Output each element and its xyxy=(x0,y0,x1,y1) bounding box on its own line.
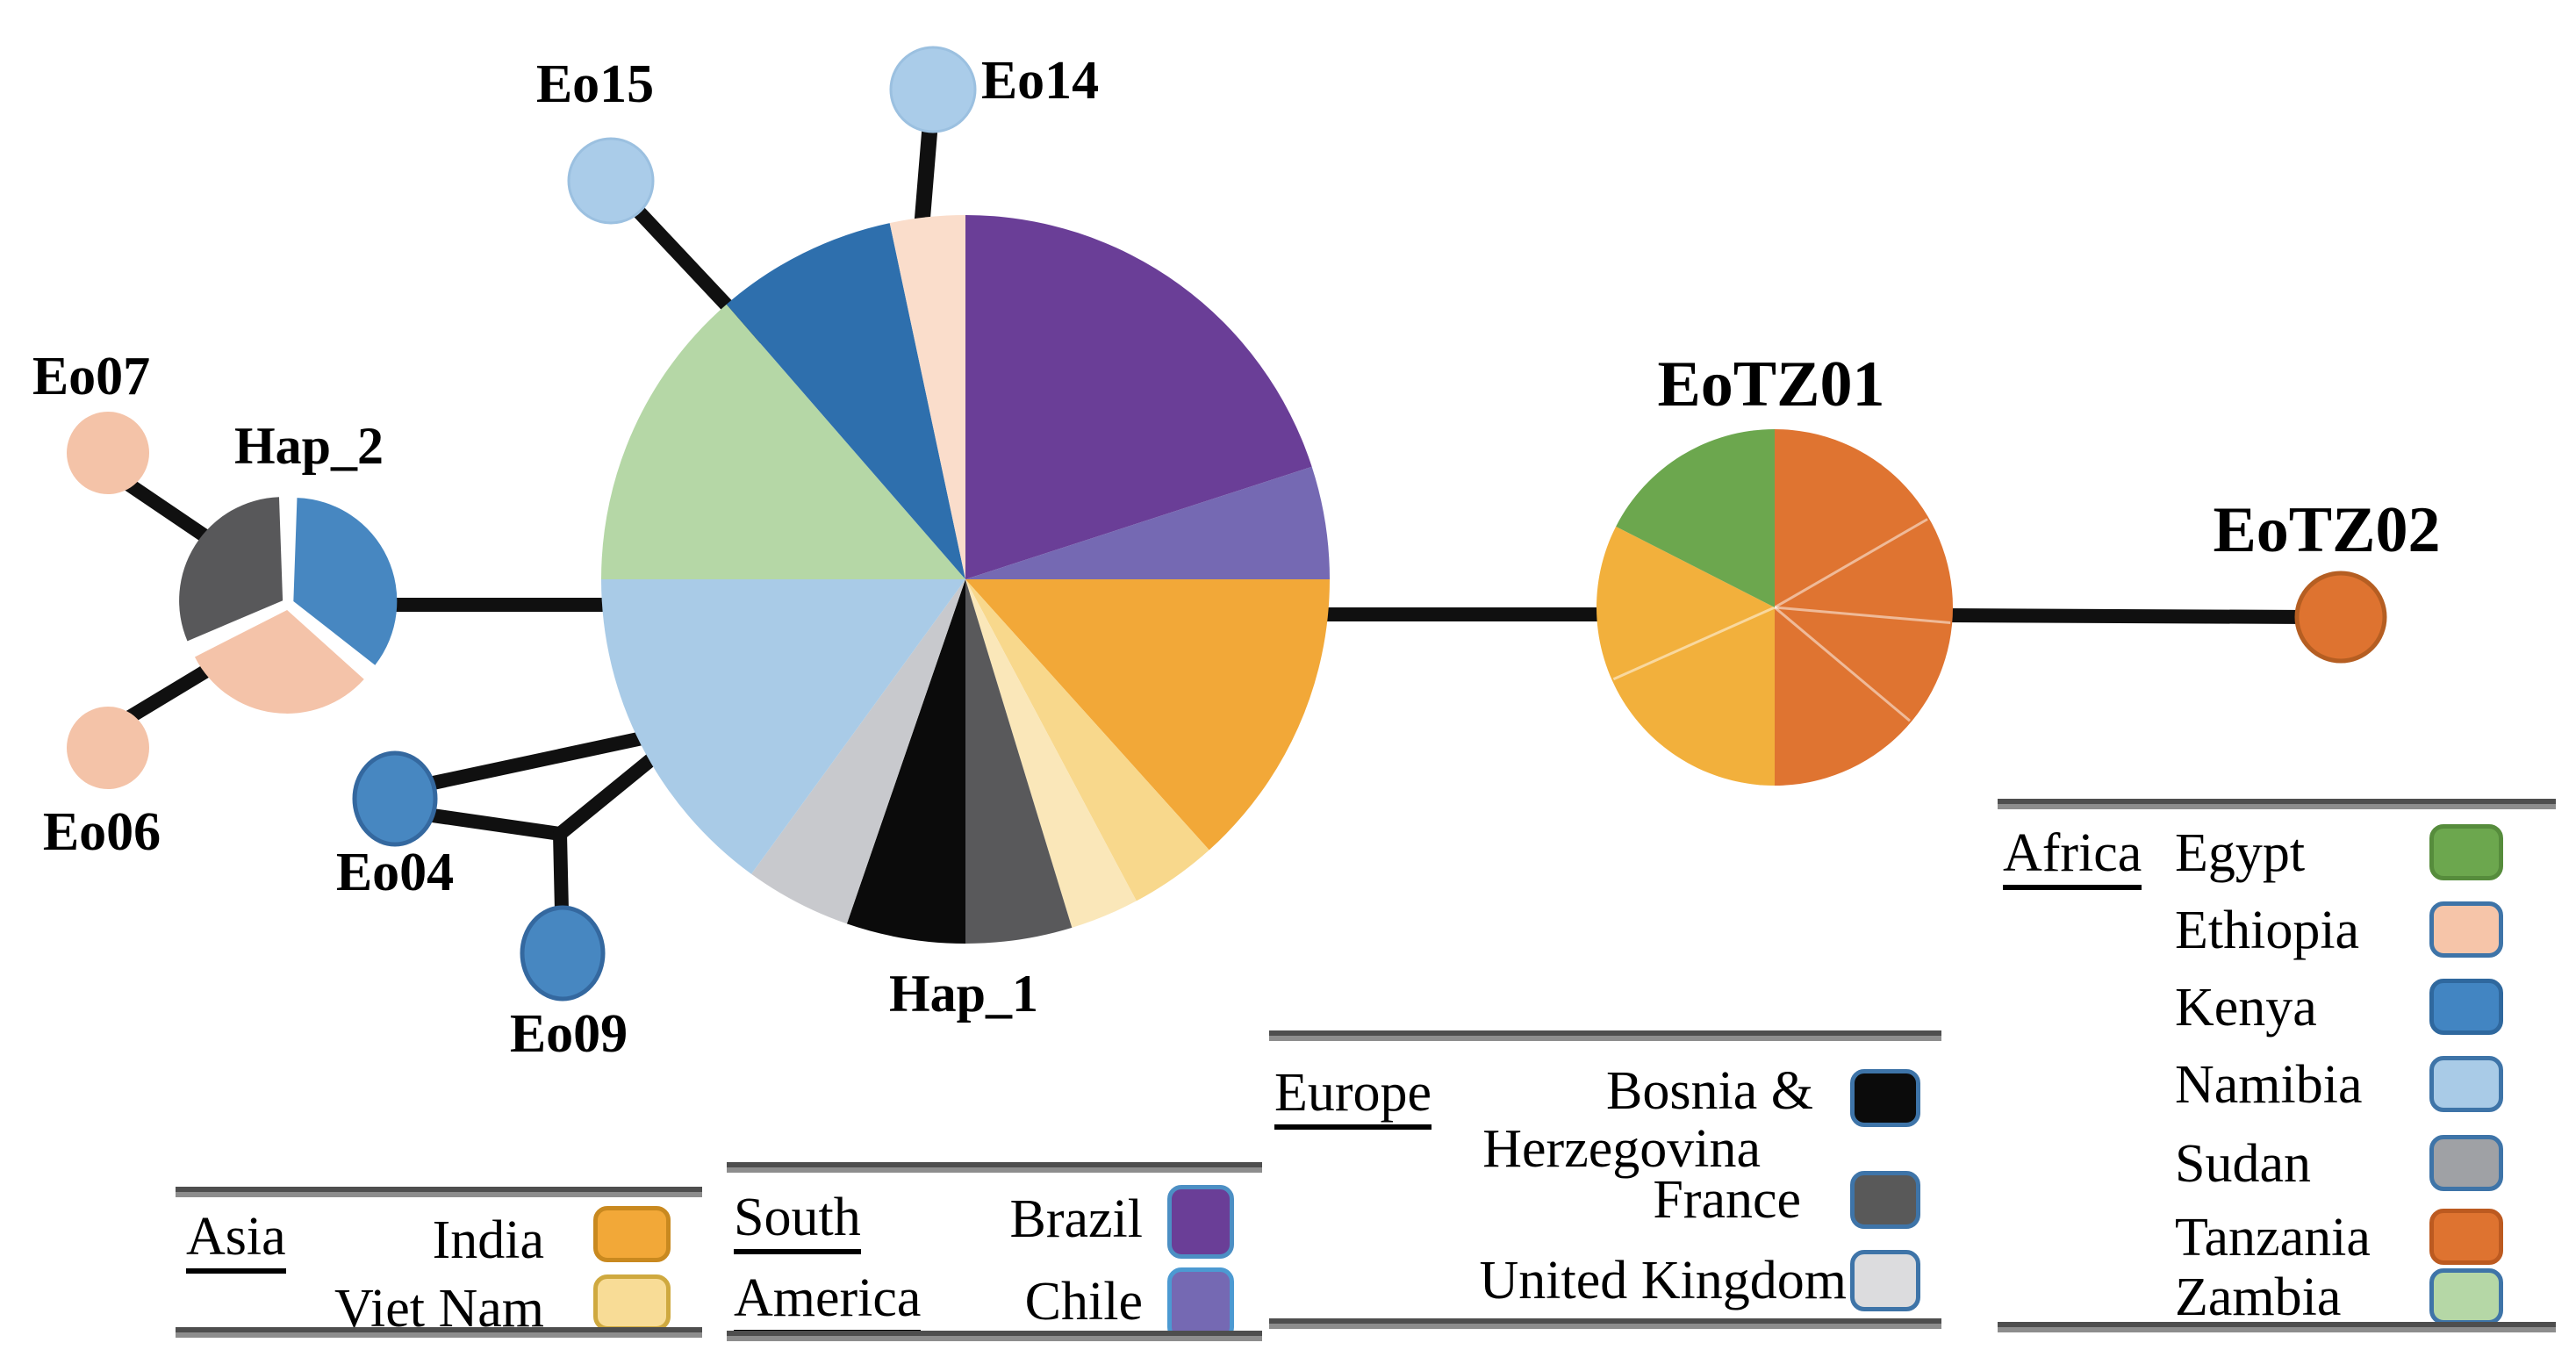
legend-swatch-namibia xyxy=(2429,1056,2503,1112)
node-circle-Eo09-kenya xyxy=(520,905,606,1002)
legend-label-tanzania: Tanzania xyxy=(2175,1208,2371,1267)
legend-label-viet-nam: Viet Nam xyxy=(334,1279,544,1339)
pie-slice-EoTZ01-tanzania xyxy=(1775,429,1953,786)
pie-slice-divider xyxy=(1774,518,1928,609)
node-label-Eo06: Eo06 xyxy=(43,802,161,862)
south-america-legend-top-rule xyxy=(727,1162,1262,1173)
node-circle-Eo04-kenya xyxy=(352,750,438,847)
node-label-Eo04: Eo04 xyxy=(336,843,454,902)
pie-slice-Hap_1-chile xyxy=(965,466,1330,579)
legend-swatch-france xyxy=(1850,1171,1920,1229)
south-america-legend-title-line1: South xyxy=(734,1190,861,1254)
legend-label-brazil: Brazil xyxy=(1009,1189,1144,1249)
europe-legend-bottom-rule xyxy=(1269,1318,1941,1329)
pie-slice-divider xyxy=(1612,606,1776,681)
node-label-Eo15: Eo15 xyxy=(536,54,654,114)
legend-label-united-kingdom: United Kingdom xyxy=(1479,1251,1847,1310)
node-EoTZ01 xyxy=(1596,429,1953,786)
legend-swatch-sudan xyxy=(2429,1135,2503,1191)
legend-swatch-united-kingdom xyxy=(1850,1250,1920,1311)
pie-slice-divider xyxy=(1774,606,1911,722)
legend-swatch-tanzania xyxy=(2429,1209,2503,1265)
europe-legend-title: Europe xyxy=(1274,1066,1432,1130)
pie-slice-Hap_1-viet-nam xyxy=(965,579,1209,901)
legend-label-namibia: Namibia xyxy=(2175,1055,2363,1115)
pie-slice-Hap_1-ethiopia xyxy=(889,215,965,579)
pie-slice-Hap_1-india xyxy=(965,579,1330,851)
pie-slice-Hap_1-zambia xyxy=(601,304,965,579)
legend-label-france: France xyxy=(1653,1170,1801,1230)
pie-slice-Hap_1-brazil xyxy=(965,215,1312,579)
legend-swatch-zambia xyxy=(2429,1268,2503,1325)
node-Eo09 xyxy=(520,905,606,1002)
europe-legend-top-rule xyxy=(1269,1030,1941,1041)
asia-legend-bottom-rule xyxy=(176,1327,702,1338)
node-EoTZ02 xyxy=(2294,571,2387,664)
asia-legend-top-rule xyxy=(176,1187,702,1197)
south-america-legend-bottom-rule xyxy=(727,1331,1262,1341)
node-Eo07 xyxy=(67,412,149,494)
node-Eo06 xyxy=(67,707,149,789)
node-label-Eo09: Eo09 xyxy=(510,1004,628,1064)
node-Hap_2 xyxy=(179,497,398,714)
africa-legend-title: Africa xyxy=(2003,826,2142,890)
legend-label-india: India xyxy=(432,1210,544,1270)
node-label-EoTZ01: EoTZ01 xyxy=(1657,348,1884,420)
africa-legend-bottom-rule xyxy=(1998,1322,2556,1332)
pie-slice-Hap_1-namibia xyxy=(601,579,965,874)
legend-swatch-egypt xyxy=(2429,824,2503,880)
pie-slice-Hap_2-ethiopia xyxy=(194,609,364,714)
node-circle-Eo14-namibia xyxy=(889,46,977,133)
node-circle-Eo07-ethiopia xyxy=(67,412,149,494)
node-circle-Eo15-namibia xyxy=(567,137,655,225)
node-Eo04 xyxy=(352,750,438,847)
legend-swatch-ethiopia xyxy=(2429,901,2503,958)
edge-EoTZ01-to-EoTZ02 xyxy=(1937,608,2317,624)
legend-swatch-viet-nam xyxy=(593,1274,671,1331)
africa-legend-top-rule xyxy=(1998,799,2556,809)
legend-label-sudan: Sudan xyxy=(2175,1134,2311,1194)
pie-slice-EoTZ01-egypt xyxy=(1616,429,1775,607)
legend-label-chile: Chile xyxy=(1024,1272,1143,1332)
legend-label-ethiopia: Ethiopia xyxy=(2175,901,2360,960)
legend-label-bosnia-line1: Bosnia & xyxy=(1606,1061,1813,1121)
pie-slice-Hap_2-kenya xyxy=(293,498,398,665)
legend-swatch-brazil xyxy=(1167,1185,1234,1259)
pie-slice-Hap_1-bosnia-herzegovina xyxy=(846,579,965,944)
pie-slice-Hap_1-united-kingdom xyxy=(751,579,965,924)
legend-label-bosnia-line2: Herzegovina xyxy=(1482,1119,1761,1179)
pie-slice-EoTZ01-india xyxy=(1596,526,1775,786)
node-circle-EoTZ02-tanzania xyxy=(2294,571,2387,664)
node-label-Hap_2: Hap_2 xyxy=(234,417,384,475)
node-label-EoTZ02: EoTZ02 xyxy=(2213,494,2440,566)
legend-label-kenya: Kenya xyxy=(2175,978,2317,1037)
node-Eo15 xyxy=(567,137,655,225)
legend-label-zambia: Zambia xyxy=(2175,1267,2342,1327)
node-Eo14 xyxy=(889,46,977,133)
pie-slice-divider xyxy=(1774,606,1951,625)
legend-swatch-bosnia xyxy=(1850,1069,1920,1127)
node-Hap_1 xyxy=(601,215,1330,944)
pie-slice-Hap_1-viet-nam xyxy=(965,579,1137,928)
node-label-Eo07: Eo07 xyxy=(32,347,150,406)
node-label-Eo14: Eo14 xyxy=(981,51,1099,111)
node-label-Hap_1: Hap_1 xyxy=(889,965,1038,1023)
legend-label-egypt: Egypt xyxy=(2175,823,2306,883)
pie-slice-Hap_1-france xyxy=(965,579,1073,944)
pie-slice-Hap_1-kenya xyxy=(726,223,965,580)
pie-slice-Hap_2-france xyxy=(179,497,283,642)
legend-swatch-india xyxy=(593,1206,671,1262)
asia-legend-title: Asia xyxy=(186,1210,286,1274)
legend-swatch-kenya xyxy=(2429,979,2503,1035)
node-circle-Eo06-ethiopia xyxy=(67,707,149,789)
